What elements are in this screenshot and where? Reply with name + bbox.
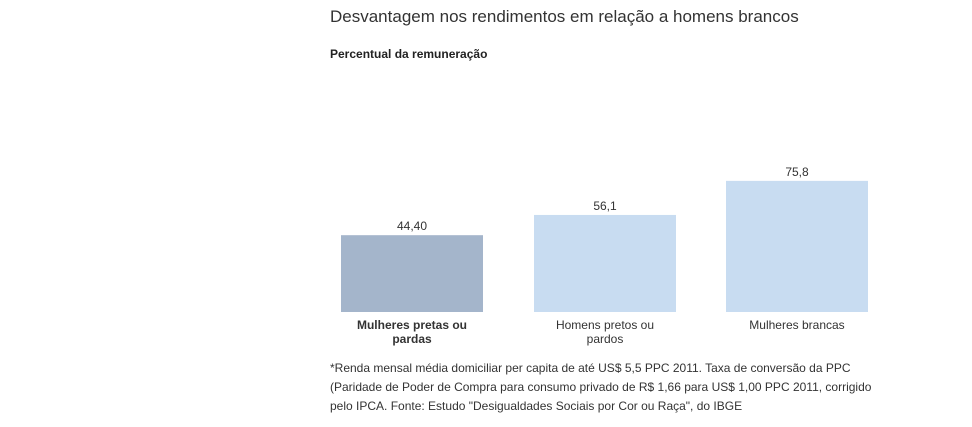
value-label-3: 75,8 bbox=[785, 165, 809, 179]
category-label-2-line-2: pardos bbox=[587, 332, 624, 346]
chart-subtitle: Percentual da remuneração bbox=[330, 47, 488, 61]
bar-2 bbox=[534, 214, 676, 312]
category-label-1-line-2: pardas bbox=[392, 332, 432, 346]
category-label-3: Mulheres brancas bbox=[749, 318, 844, 332]
value-label-1: 44,40 bbox=[397, 219, 427, 233]
bars-layer bbox=[341, 180, 868, 312]
category-label-2-line-1: Homens pretos ou bbox=[556, 318, 654, 332]
bar-1 bbox=[341, 235, 483, 312]
chart-title: Desvantagem nos rendimentos em relação a… bbox=[330, 7, 799, 26]
footnote: *Renda mensal média domiciliar per capit… bbox=[330, 361, 872, 413]
value-label-2: 56,1 bbox=[593, 199, 617, 213]
category-label-1-line-1: Mulheres pretas ou bbox=[357, 318, 467, 332]
bar-3 bbox=[726, 180, 868, 312]
value-labels-layer: 44,40 56,1 75,8 bbox=[397, 165, 809, 233]
